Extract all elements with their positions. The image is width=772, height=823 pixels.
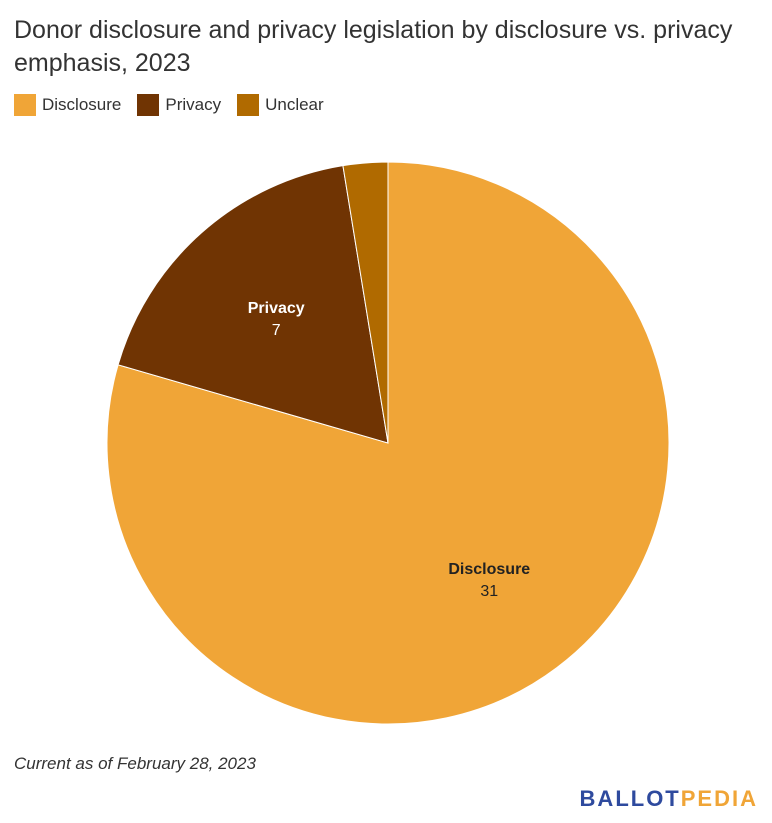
pie-slice-unclear[interactable]	[342, 161, 389, 444]
pie-slice-privacy[interactable]	[117, 165, 389, 444]
footnote: Current as of February 28, 2023	[14, 754, 256, 773]
legend-swatch-disclosure	[14, 94, 36, 116]
slice-label-privacy: Privacy	[248, 300, 305, 317]
pie-labels: Disclosure 31 Privacy 7	[248, 300, 531, 600]
legend-item-unclear[interactable]: Unclear	[237, 94, 324, 116]
chart-title: Donor disclosure and privacy legislation…	[14, 16, 733, 77]
legend-swatch-privacy	[137, 94, 160, 116]
legend-item-privacy[interactable]: Privacy	[137, 94, 221, 116]
logo-part-pedia: PEDIA	[680, 786, 758, 811]
slice-label-disclosure: Disclosure	[448, 561, 530, 578]
legend-swatch-unclear	[237, 94, 260, 116]
slice-value-privacy: 7	[272, 322, 281, 339]
logo-part-ballot: BALLOT	[579, 786, 681, 811]
ballotpedia-logo[interactable]: BALLOTPEDIA	[580, 786, 758, 812]
slice-value-disclosure: 31	[480, 583, 498, 600]
legend-label-disclosure: Disclosure	[42, 95, 122, 114]
legend-label-unclear: Unclear	[265, 95, 324, 114]
legend-label-privacy: Privacy	[165, 95, 222, 114]
legend: Disclosure Privacy Unclear	[14, 94, 340, 116]
pie-slices	[106, 161, 670, 725]
legend-item-disclosure[interactable]: Disclosure	[14, 94, 121, 116]
